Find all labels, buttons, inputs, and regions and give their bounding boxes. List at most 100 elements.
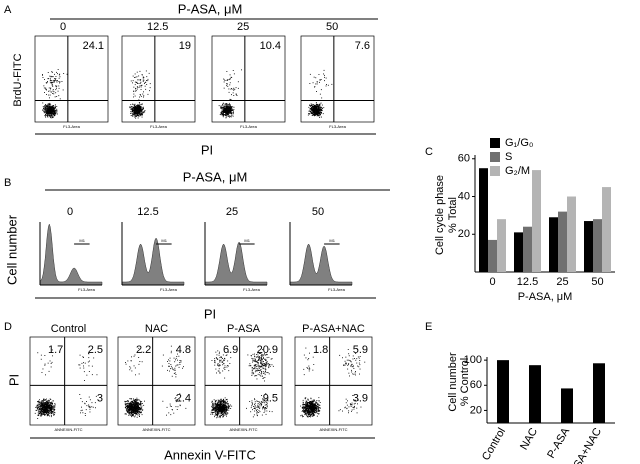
dot (47, 114, 48, 115)
dot (138, 409, 139, 410)
dot (168, 359, 169, 360)
dot (85, 413, 86, 414)
dot (302, 411, 303, 412)
dot (317, 106, 318, 107)
dot (263, 357, 264, 358)
dot (52, 76, 53, 77)
dot (140, 412, 141, 413)
dot (148, 94, 149, 95)
dot (323, 113, 324, 114)
dot (306, 357, 307, 358)
dot (139, 407, 140, 408)
dose-label: 0 (60, 21, 66, 33)
dot (238, 81, 239, 82)
dot (130, 368, 131, 369)
dot (135, 410, 136, 411)
dot (219, 404, 220, 405)
dot (311, 109, 312, 110)
dot (142, 107, 143, 108)
dot (89, 397, 90, 398)
dot (307, 367, 308, 368)
dot (231, 110, 232, 111)
dot (50, 117, 51, 118)
dot (231, 94, 232, 95)
dot (227, 399, 228, 400)
dot (131, 81, 132, 82)
dot (135, 399, 136, 400)
dot (47, 107, 48, 108)
dot (319, 117, 320, 118)
dot (322, 108, 323, 109)
dot (48, 407, 49, 408)
dot (42, 409, 43, 410)
dot (221, 107, 222, 108)
dot (62, 81, 63, 82)
dot (43, 412, 44, 413)
dot (57, 80, 58, 81)
dot (307, 402, 308, 403)
dot (319, 113, 320, 114)
dot (168, 366, 169, 367)
dot (43, 402, 44, 403)
dot (225, 365, 226, 366)
dot (355, 373, 356, 374)
dot (224, 358, 225, 359)
dot (142, 103, 143, 104)
dot (42, 74, 43, 75)
dot (141, 407, 142, 408)
dot (305, 404, 306, 405)
dot (127, 400, 128, 401)
dot (269, 364, 270, 365)
dot (227, 115, 228, 116)
dot (217, 354, 218, 355)
dot (137, 113, 138, 114)
dot (168, 412, 169, 413)
dot (215, 352, 216, 353)
dot (141, 406, 142, 407)
dot (52, 114, 53, 115)
dot (50, 406, 51, 407)
dot (254, 408, 255, 409)
dot (256, 407, 257, 408)
dot (222, 413, 223, 414)
dot (260, 370, 261, 371)
dot (174, 368, 175, 369)
dot (170, 414, 171, 415)
dot (224, 80, 225, 81)
dot (49, 111, 50, 112)
dot (312, 406, 313, 407)
dot (321, 103, 322, 104)
dot (261, 372, 262, 373)
quadrant-value: 2.2 (136, 344, 151, 356)
dot (310, 414, 311, 415)
dot (357, 366, 358, 367)
dot (317, 107, 318, 108)
dot (316, 410, 317, 411)
dot (54, 412, 55, 413)
dot (130, 415, 131, 416)
dot (132, 409, 133, 410)
dot (260, 362, 261, 363)
dot (312, 106, 313, 107)
dot (313, 409, 314, 410)
dot (85, 363, 86, 364)
dot (227, 86, 228, 87)
dot (145, 89, 146, 90)
dot (133, 403, 134, 404)
dot (227, 361, 228, 362)
dot (312, 411, 313, 412)
dot (129, 107, 130, 108)
dot (309, 369, 310, 370)
dot (139, 104, 140, 105)
dot (320, 114, 321, 115)
dot (134, 108, 135, 109)
dot (230, 109, 231, 110)
dot (127, 361, 128, 362)
dot (226, 112, 227, 113)
dot (229, 406, 230, 407)
dot (131, 109, 132, 110)
dot (309, 371, 310, 372)
dot (306, 405, 307, 406)
dot (320, 110, 321, 111)
dot (128, 403, 129, 404)
